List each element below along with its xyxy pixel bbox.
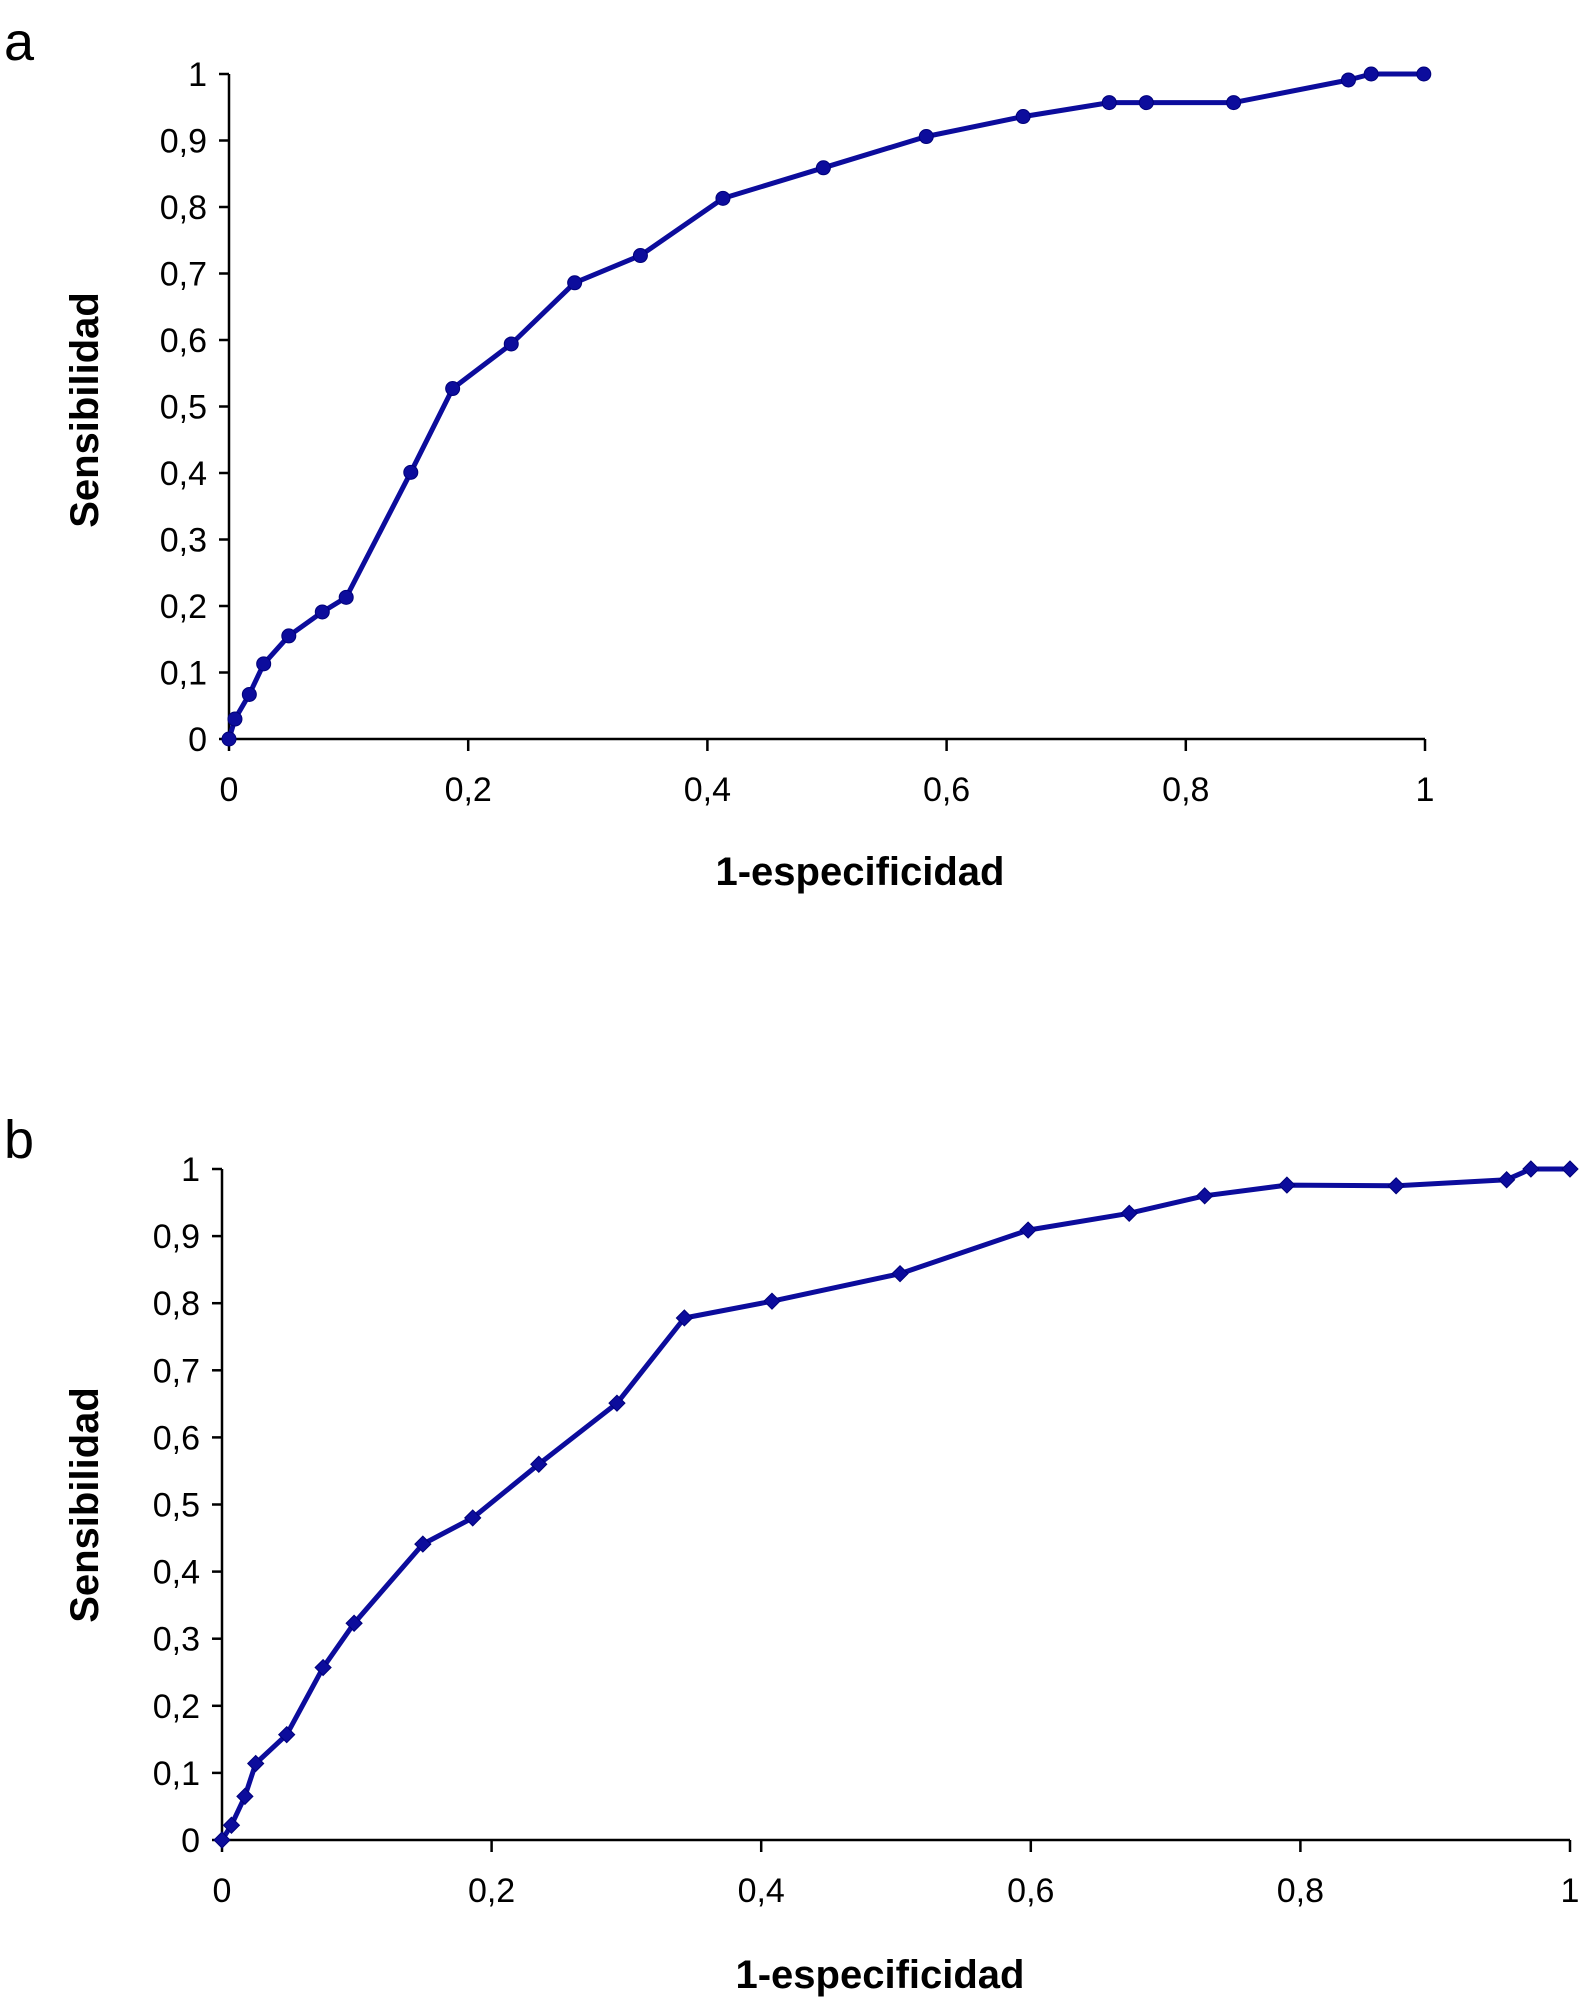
data-point-b [236, 1787, 254, 1806]
data-point-b [222, 1816, 241, 1834]
data-point-a [338, 589, 354, 605]
data-point-b [464, 1509, 482, 1527]
data-point-b [1120, 1204, 1138, 1222]
series-b [213, 1160, 1579, 1849]
roc-chart-b: b 0 0,1 0,2 0,3 0,4 0,5 0,6 0,7 0,8 0,9 1 0 0,2 0,4 0,… [4, 1110, 1579, 1997]
y-tick-label: 0,8 [153, 1285, 200, 1323]
y-tick-label: 0,2 [160, 588, 207, 626]
data-point-a [632, 248, 648, 264]
y-tick-label: 0 [181, 1822, 200, 1860]
data-point-a [227, 711, 243, 727]
data-point-a [314, 604, 330, 620]
x-tick-label: 1 [1561, 1872, 1580, 1910]
y-tick-label: 0,3 [153, 1621, 200, 1659]
series-a [221, 66, 1432, 747]
y-tick-label: 0,9 [160, 123, 207, 161]
data-point-a [1416, 66, 1432, 82]
data-point-a [281, 628, 297, 644]
y-tick-label: 0,1 [160, 655, 207, 693]
data-point-b [530, 1455, 548, 1473]
roc-chart-a: a 0 0,1 0,2 0,3 0,4 0,5 0,6 0,7 0,8 0,9 1 0 0,2 0,4 0,… [4, 12, 1434, 894]
y-tick-label: 0,8 [160, 189, 207, 227]
panel-label-a: a [4, 12, 35, 72]
data-point-b [345, 1614, 363, 1632]
x-tick-label: 1 [1416, 771, 1435, 809]
data-point-a [567, 275, 583, 291]
y-tick-label: 0,7 [153, 1352, 200, 1390]
data-point-a [1363, 66, 1379, 82]
x-axis-title-a: 1-especificidad [715, 850, 1004, 894]
x-tick-label: 0,6 [923, 771, 970, 809]
y-axis-title-b: Sensibilidad [63, 1387, 107, 1623]
y-tick-label: 0 [188, 721, 207, 759]
y-tick-label: 0,7 [160, 256, 207, 294]
data-point-a [1015, 109, 1031, 125]
data-point-a [1101, 95, 1117, 111]
data-point-b [1561, 1160, 1579, 1178]
data-point-a [256, 656, 272, 672]
data-point-a [503, 336, 519, 352]
x-tick-label: 0,4 [738, 1872, 785, 1910]
y-tick-label: 0,6 [153, 1419, 200, 1457]
x-tick-label: 0,2 [445, 771, 492, 809]
x-tick-label: 0 [220, 771, 239, 809]
data-point-a [1138, 95, 1154, 111]
panel-label-b: b [4, 1110, 34, 1170]
data-point-b [414, 1535, 432, 1553]
y-tick-label: 0,6 [160, 322, 207, 360]
data-point-a [445, 381, 461, 397]
data-point-b [1278, 1176, 1296, 1194]
data-point-b [277, 1725, 296, 1744]
data-point-a [715, 190, 731, 206]
data-point-b [1387, 1177, 1405, 1195]
series-line-a [226, 71, 1424, 740]
x-tick-label: 0 [213, 1872, 232, 1910]
y-tick-label: 0,4 [153, 1554, 200, 1592]
x-tick-label: 0,8 [1277, 1872, 1324, 1910]
y-tick-label: 0,1 [153, 1755, 200, 1793]
y-tick-label: 1 [188, 56, 207, 94]
x-tick-label: 0,2 [468, 1872, 515, 1910]
y-tick-label: 0,5 [160, 389, 207, 427]
x-axis-title-b: 1-especificidad [735, 1953, 1024, 1997]
data-point-a [1340, 72, 1356, 88]
y-tick-label: 1 [181, 1151, 200, 1189]
x-tick-label: 0,8 [1162, 771, 1209, 809]
data-point-b [314, 1658, 332, 1677]
y-tick-label: 0,5 [153, 1487, 200, 1525]
data-point-b [1497, 1171, 1516, 1189]
data-point-b [1195, 1187, 1214, 1205]
ticks-b: 0 0,1 0,2 0,3 0,4 0,5 0,6 0,7 0,8 0,9 1 0 0,2 0,4 0,6 0… [153, 1151, 1580, 1910]
data-point-a [1226, 95, 1242, 111]
data-point-b [675, 1309, 694, 1327]
ticks-a: 0 0,1 0,2 0,3 0,4 0,5 0,6 0,7 0,8 0,9 1 0 0,2 0,4 0,6 0… [160, 56, 1435, 809]
y-tick-label: 0,9 [153, 1218, 200, 1256]
data-point-b [608, 1394, 626, 1412]
y-tick-label: 0,4 [160, 455, 207, 493]
x-tick-label: 0,4 [684, 771, 731, 809]
data-point-a [815, 160, 831, 176]
y-tick-label: 0,2 [153, 1688, 200, 1726]
x-tick-label: 0,6 [1007, 1872, 1054, 1910]
data-point-b [763, 1292, 781, 1310]
data-point-a [241, 686, 257, 702]
data-point-a [403, 464, 419, 480]
data-point-b [891, 1264, 909, 1283]
data-point-b [1522, 1160, 1540, 1178]
data-point-b [213, 1831, 231, 1849]
data-point-b [1019, 1221, 1037, 1239]
series-line-b [219, 1166, 1570, 1842]
data-point-b [246, 1754, 265, 1773]
data-point-a [221, 731, 237, 747]
y-tick-label: 0,3 [160, 522, 207, 560]
y-axis-title-a: Sensibilidad [63, 292, 107, 528]
data-point-a [918, 129, 934, 145]
